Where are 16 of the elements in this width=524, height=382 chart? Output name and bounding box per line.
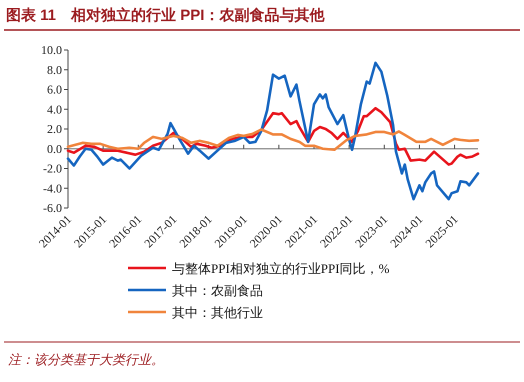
legend-label: 其中：农副食品 (172, 283, 263, 298)
text: 注：该分类基于大类行业。 (8, 352, 164, 367)
y-tick-label: -6.0 (43, 201, 62, 215)
y-tick-label: 8.0 (47, 62, 62, 77)
legend-label: 其中：其他行业 (172, 305, 263, 320)
line-series (66, 62, 480, 200)
line-series (66, 128, 480, 152)
y-tick-label: 4.0 (47, 102, 62, 116)
chart-title: 图表 11 相对独立的行业 PPI：农副食品与其他 (6, 6, 326, 24)
y-tick-label: 10.0 (41, 43, 62, 57)
legend-label: 与整体PPI相对独立的行业PPI同比，% (172, 261, 390, 276)
y-tick-label: 2.0 (47, 122, 62, 136)
y-tick-label: 0.0 (47, 142, 62, 156)
y-tick-label: -4.0 (43, 181, 62, 196)
y-tick-label: 6.0 (47, 82, 62, 96)
y-tick-label: -2.0 (43, 162, 62, 176)
